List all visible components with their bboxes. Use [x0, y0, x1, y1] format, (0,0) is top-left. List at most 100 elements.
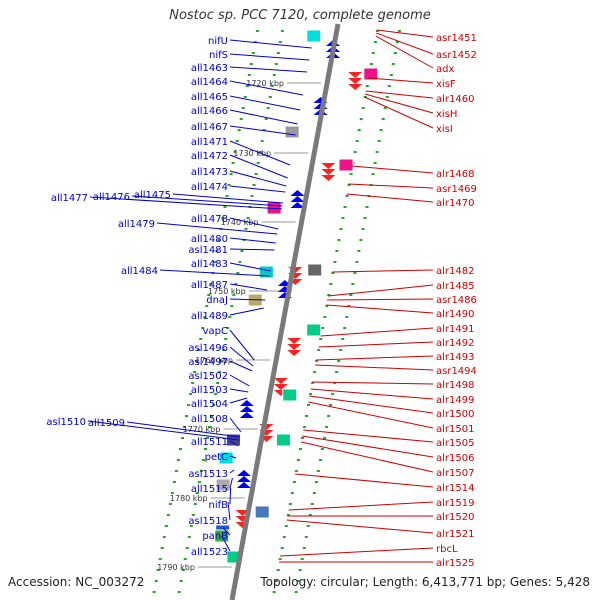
gene-connector-left: [229, 360, 253, 372]
track-dot: [197, 349, 201, 351]
gene-label-left: asl1518: [188, 516, 228, 527]
track-dot: [381, 118, 385, 120]
track-dot: [201, 459, 205, 461]
track-dot: [241, 107, 245, 109]
track-dot: [363, 217, 367, 219]
track-dot: [335, 250, 339, 252]
track-dot: [304, 536, 308, 538]
gene-label-left: all1484: [121, 266, 158, 277]
gene-connector-left: [229, 39, 312, 49]
gene-label-right: alr1519: [436, 498, 474, 509]
track-dot: [238, 261, 242, 263]
gene-arrow-up: [290, 202, 305, 208]
track-dot: [391, 63, 395, 65]
gene-box: [306, 29, 322, 43]
track-dot: [290, 492, 294, 494]
track-dot: [201, 327, 205, 329]
track-dot: [313, 371, 317, 373]
track-dot: [168, 503, 172, 505]
track-dot: [236, 272, 240, 274]
track-dot: [270, 85, 274, 87]
gene-box: [215, 478, 231, 492]
track-dot: [314, 481, 318, 483]
gene-label-left: all1475: [134, 190, 171, 201]
track-dot: [254, 173, 258, 175]
track-dot: [199, 470, 203, 472]
gene-label-left: all1504: [191, 399, 228, 410]
gene-connector-right: [302, 435, 434, 458]
gene-connector-left: [229, 53, 310, 61]
track-dot: [208, 426, 212, 428]
track-dot: [245, 85, 249, 87]
gene-arrow-down: [348, 72, 363, 78]
track-dot: [191, 382, 195, 384]
track-dot: [274, 63, 278, 65]
gene-box: [338, 158, 354, 172]
gene-label-right: alr1506: [436, 453, 474, 464]
track-dot: [306, 525, 310, 527]
gene-label-right: alr1491: [436, 324, 474, 335]
track-dot: [355, 261, 359, 263]
track-dot: [230, 305, 234, 307]
track-dot: [337, 360, 341, 362]
track-dot: [221, 217, 225, 219]
track-dot: [251, 52, 255, 54]
track-dot: [296, 580, 300, 582]
gene-connector-left: [229, 154, 288, 179]
gene-connector-right: [332, 269, 434, 273]
track-dot: [308, 514, 312, 516]
gene-label-left: nifB: [209, 500, 229, 511]
track-dot: [231, 162, 235, 164]
track-dot: [162, 536, 166, 538]
gene-arrow-up: [236, 482, 251, 488]
track-dot: [280, 547, 284, 549]
track-dot: [183, 558, 187, 560]
track-dot: [250, 195, 254, 197]
gene-connector-left: [229, 262, 271, 272]
gene-connector-left: [172, 193, 284, 204]
track-dot: [288, 503, 292, 505]
gene-connector-left: [229, 95, 301, 111]
track-dot: [220, 360, 224, 362]
gene-connector-left: [229, 417, 242, 433]
gene-label-left: asl1496: [188, 343, 228, 354]
gene-label-right: alr1499: [436, 395, 474, 406]
gene-connector-left: [229, 346, 254, 367]
track-dot: [247, 74, 251, 76]
track-dot: [180, 437, 184, 439]
gene-connector-left: [229, 469, 235, 474]
track-dot: [215, 250, 219, 252]
gene-arrow-down: [287, 344, 302, 350]
gene-box: [284, 125, 300, 139]
track-dot: [395, 41, 399, 43]
gene-label-left: all1489: [191, 311, 228, 322]
gene-label-left: asl1510: [46, 417, 86, 428]
page-title: Nostoc sp. PCC 7120, complete genome: [169, 8, 431, 23]
gene-label-right: asr1451: [436, 33, 477, 44]
track-dot: [268, 96, 272, 98]
gene-arrow-down: [321, 175, 336, 181]
gene-label-left: nifU: [208, 36, 228, 47]
track-dot: [178, 448, 182, 450]
track-dot: [214, 393, 218, 395]
track-dot: [333, 382, 337, 384]
track-dot: [323, 316, 327, 318]
track-dot: [343, 206, 347, 208]
gene-label-left: all1472: [191, 151, 228, 162]
gene-arrow-up: [239, 406, 254, 412]
gene-connector-left: [89, 196, 282, 210]
track-dot: [213, 261, 217, 263]
track-dot: [375, 30, 379, 32]
gene-connector-right: [376, 29, 434, 38]
gene-label-left: petC: [205, 452, 228, 463]
gene-label-right: adx: [436, 64, 454, 75]
track-dot: [274, 580, 278, 582]
track-dot: [319, 338, 323, 340]
track-dot: [310, 503, 314, 505]
track-dot: [203, 316, 207, 318]
track-dot: [197, 481, 201, 483]
gene-connector-right: [351, 165, 434, 174]
track-dot: [176, 459, 180, 461]
kbp-label: 1730 kbp: [233, 149, 271, 158]
gene-box: [282, 388, 298, 402]
